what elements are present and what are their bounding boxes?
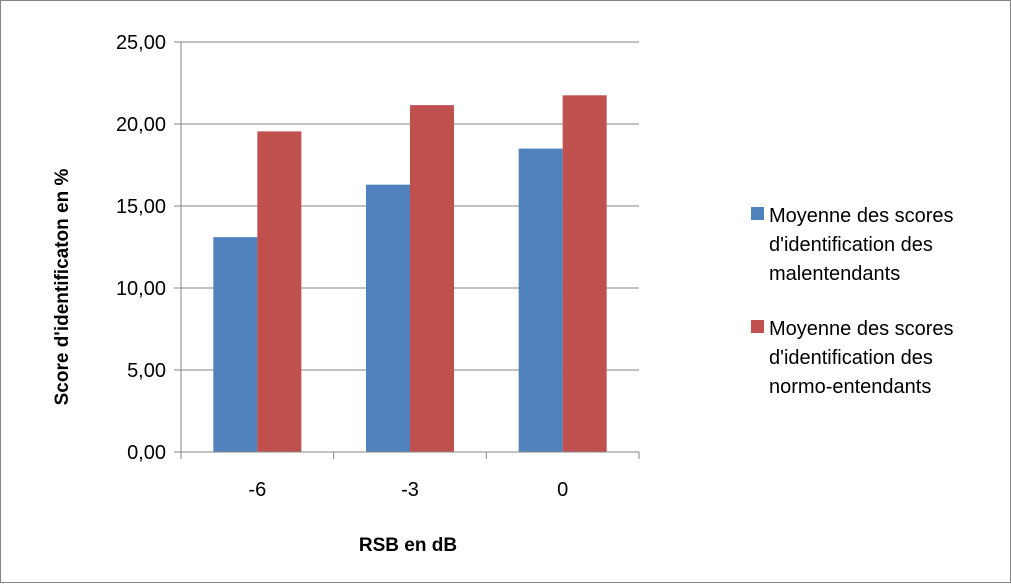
legend-label: normo-entendants — [769, 376, 931, 398]
y-axis-title: Score d'identificaton en % — [52, 169, 73, 406]
legend-swatch — [751, 207, 764, 220]
bar-normo-entendants — [257, 131, 302, 452]
y-tick-label: 20,00 — [116, 114, 166, 136]
bar-normo-entendants — [410, 105, 454, 452]
x-tick-label: -3 — [401, 479, 419, 501]
y-tick-label: 10,00 — [116, 278, 166, 300]
y-tick-label: 5,00 — [127, 360, 166, 382]
legend-swatch — [751, 320, 764, 333]
bar-malentendants — [518, 148, 563, 452]
legend-label: malentendants — [769, 263, 900, 285]
x-tick-label: 0 — [557, 479, 568, 501]
y-tick-label: 0,00 — [127, 442, 166, 464]
bar-malentendants — [213, 237, 258, 452]
axes — [174, 41, 640, 459]
legend-label: Moyenne des scores — [769, 205, 954, 227]
legend: Moyenne des scores d'identification des ma… — [751, 205, 954, 398]
legend-label: d'identification des — [769, 347, 933, 369]
y-tick-label: 25,00 — [116, 32, 166, 54]
legend-label: Moyenne des scores — [769, 318, 954, 340]
bar-normo-entendants — [562, 95, 607, 453]
tick-labels: 0,00 5,00 10,00 15,00 20,00 25,00 -6 -3 0 — [116, 32, 568, 501]
x-axis-title: RSB en dB — [359, 535, 457, 556]
legend-label: d'identification des — [769, 234, 933, 256]
y-tick-label: 15,00 — [116, 196, 166, 218]
bar-malentendants — [366, 184, 410, 452]
bars — [213, 95, 607, 453]
x-tick-label: -6 — [248, 479, 266, 501]
